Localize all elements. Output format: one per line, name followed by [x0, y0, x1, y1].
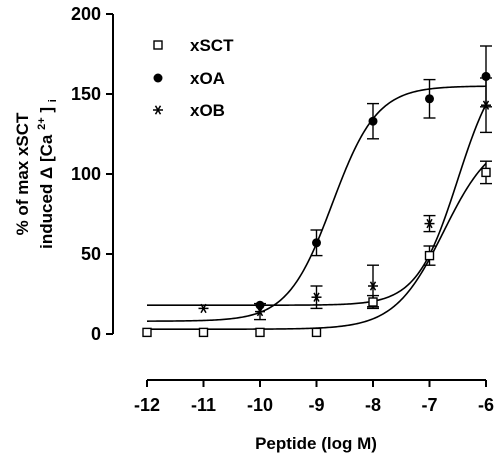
point-xsct	[198, 327, 209, 338]
legend: xSCT xOA xOB	[153, 36, 234, 120]
point-xoa	[425, 94, 434, 104]
y-axis-title-line2-text: induced Δ [Ca 2+ ] i	[30, 99, 59, 249]
point-xsct	[255, 327, 265, 338]
point-xoa	[312, 238, 321, 248]
legend-label-xob: xOB	[190, 101, 225, 120]
ylabel-sub: i	[47, 99, 59, 102]
x-tick-label: -6	[478, 395, 494, 415]
x-tick-label: -12	[134, 395, 160, 415]
asterisk-stroke	[154, 105, 162, 115]
y-axis-title-line1: % of max xSCT	[13, 112, 32, 235]
axis-ticks: 0 50 100 150 200 -12 -11 -10 -9 -8 -7 -6	[71, 4, 494, 415]
asterisk-stroke	[200, 303, 207, 314]
x-tick-label: -8	[365, 395, 381, 415]
y-tick-label: 0	[91, 324, 101, 344]
point-xoa	[255, 300, 265, 310]
point-xsct	[481, 167, 491, 178]
point-xsct	[424, 250, 435, 261]
asterisk-stroke	[482, 100, 490, 110]
point-xob	[481, 100, 491, 110]
ylabel-close: ]	[37, 107, 56, 113]
x-tick-label: -11	[191, 395, 216, 415]
point-xsct	[311, 327, 322, 338]
legend-marker-xob	[153, 105, 163, 115]
y-tick-label: 150	[71, 84, 101, 104]
legend-marker-xsct	[153, 40, 163, 50]
point-xoa	[368, 116, 378, 126]
fit-curve-xob	[147, 104, 487, 306]
axes	[112, 14, 486, 381]
point-xsct	[368, 297, 378, 307]
point-xoa	[481, 71, 491, 81]
point-xob	[311, 292, 322, 302]
x-tick-label: -9	[308, 395, 324, 415]
x-axis-title: Peptide (log M)	[255, 434, 377, 453]
asterisk-stroke	[256, 306, 264, 317]
x-tick-label: -7	[421, 395, 437, 415]
y-tick-label: 200	[71, 4, 101, 24]
y-tick-label: 50	[81, 244, 101, 264]
point-xob	[424, 218, 435, 229]
asterisk-stroke	[313, 292, 320, 302]
asterisk-stroke	[369, 281, 377, 291]
legend-marker-xoa	[153, 73, 163, 83]
y-axis-title-line2: induced Δ [Ca 2+ ] i	[30, 99, 59, 249]
legend-label-xoa: xOA	[190, 69, 225, 88]
point-xob	[198, 303, 209, 314]
asterisk-stroke	[426, 218, 433, 229]
point-xob	[255, 306, 265, 317]
ylabel-prefix: induced Δ	[37, 167, 56, 249]
x-tick-label: -10	[247, 395, 273, 415]
y-tick-label: 100	[71, 164, 101, 184]
ylabel-ca: [Ca	[37, 134, 56, 162]
data-points	[142, 71, 491, 338]
point-xsct	[142, 327, 152, 338]
legend-label-xsct: xSCT	[190, 36, 234, 55]
point-xob	[368, 281, 378, 291]
ylabel-sup: 2+	[36, 117, 48, 130]
